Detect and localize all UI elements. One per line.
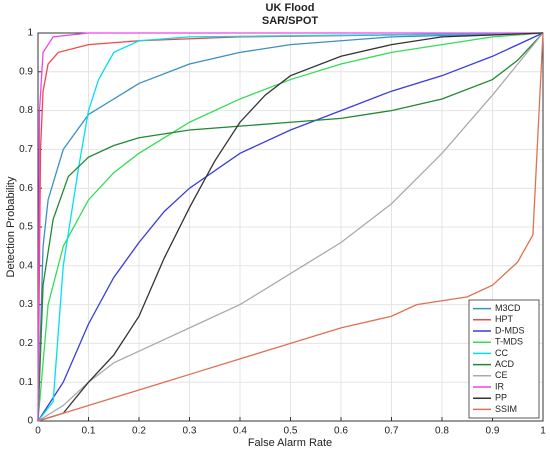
y-tick-label: 0.9 xyxy=(19,66,33,77)
y-tick-label: 1 xyxy=(27,28,33,39)
legend-label: CC xyxy=(495,348,508,358)
legend-label: IR xyxy=(495,381,505,391)
y-tick-label: 0.2 xyxy=(19,338,33,349)
x-tick-label: 0.1 xyxy=(82,426,96,437)
x-tick-label: 0.2 xyxy=(132,426,146,437)
x-tick-label: 0.6 xyxy=(334,426,348,437)
series-line xyxy=(37,32,544,422)
x-tick-label: 0.4 xyxy=(233,426,247,437)
x-tick-label: 1 xyxy=(540,426,546,437)
x-tick-label: 0.9 xyxy=(486,426,500,437)
series-line xyxy=(37,32,544,422)
series-line xyxy=(37,32,544,422)
chart-subtitle: SAR/SPOT xyxy=(262,15,319,27)
series-line xyxy=(37,32,544,422)
legend-label: SSIM xyxy=(495,404,517,414)
chart-title: UK Flood xyxy=(266,2,315,14)
legend-label: T-MDS xyxy=(495,337,523,347)
x-tick-label: 0 xyxy=(35,426,41,437)
series-line xyxy=(37,32,544,422)
legend-label: ACD xyxy=(495,359,515,369)
legend-label: D-MDS xyxy=(495,325,525,335)
legend-label: M3CD xyxy=(495,303,521,313)
legend-label: CE xyxy=(495,370,508,380)
y-tick-label: 0.1 xyxy=(19,377,33,388)
series-line xyxy=(37,32,544,422)
y-tick-label: 0.3 xyxy=(19,299,33,310)
y-tick-label: 0.5 xyxy=(19,222,33,233)
y-tick-label: 0 xyxy=(27,416,33,427)
y-tick-label: 0.8 xyxy=(19,105,33,116)
y-tick-label: 0.4 xyxy=(19,260,33,271)
series-line xyxy=(37,32,544,422)
y-tick-label: 0.6 xyxy=(19,183,33,194)
legend-label: HPT xyxy=(495,314,514,324)
x-tick-label: 0.5 xyxy=(284,426,298,437)
x-tick-label: 0.3 xyxy=(183,426,197,437)
series-line xyxy=(37,32,543,422)
x-tick-label: 0.8 xyxy=(435,426,449,437)
y-axis-label: Detection Probability xyxy=(5,176,17,277)
x-axis-label: False Alarm Rate xyxy=(248,437,332,449)
x-tick-label: 0.7 xyxy=(385,426,399,437)
legend-label: PP xyxy=(495,393,507,403)
y-tick-label: 0.7 xyxy=(19,144,33,155)
